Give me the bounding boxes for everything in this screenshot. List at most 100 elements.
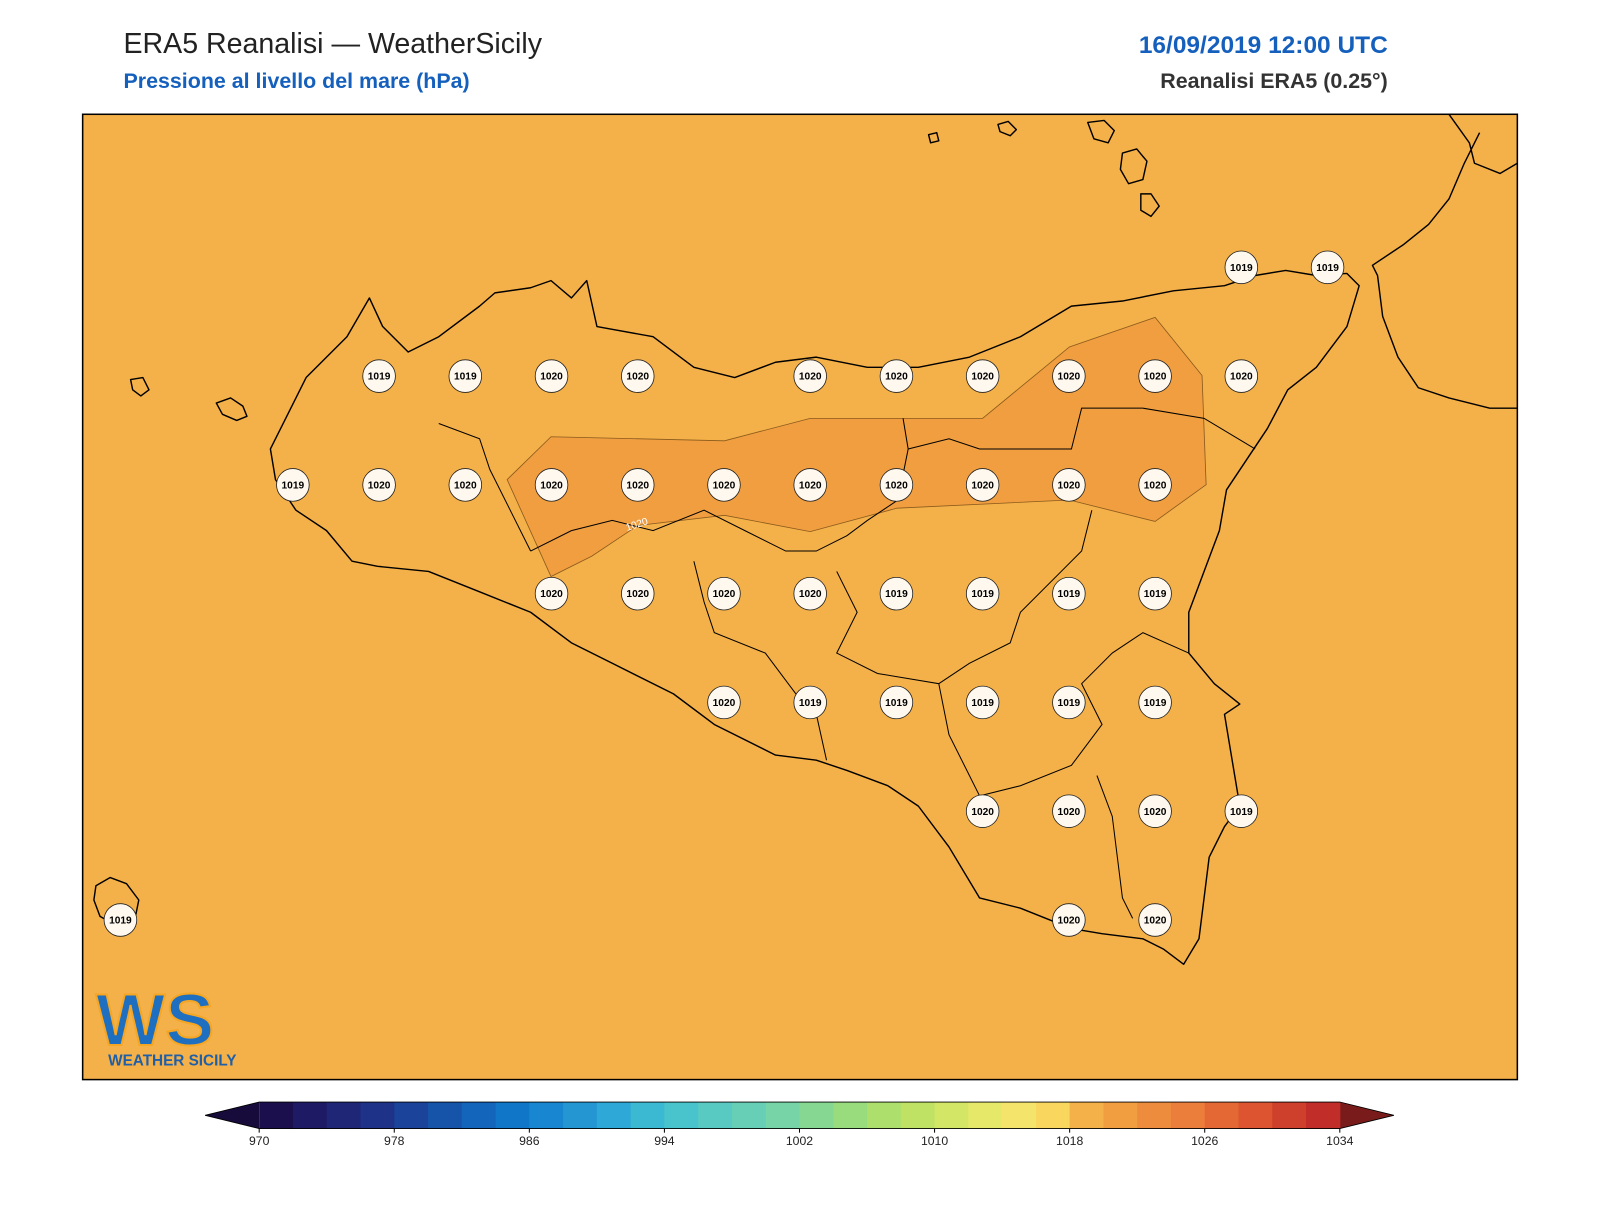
- station-value: 1020: [1058, 480, 1081, 491]
- station-value: 1020: [799, 589, 822, 600]
- station-marker: [1052, 576, 1086, 611]
- station-marker: [534, 468, 569, 502]
- colorbar-bin: [1137, 1102, 1172, 1129]
- colorbar-tick-label: 1010: [921, 1134, 948, 1148]
- colorbar-bin: [1103, 1102, 1138, 1129]
- station-value: 1019: [454, 372, 477, 383]
- station-marker: [534, 359, 569, 393]
- station-value: 1020: [1058, 807, 1081, 818]
- station-value: 1020: [713, 698, 736, 709]
- station-marker: [621, 576, 655, 611]
- station-value: 1019: [1144, 589, 1167, 600]
- station-marker: [1138, 468, 1172, 502]
- colorbar-bin: [1002, 1102, 1037, 1129]
- coastline: [269, 269, 1360, 965]
- station-marker: [965, 359, 1000, 393]
- colorbar-bin: [1238, 1102, 1273, 1129]
- islands: [93, 119, 1160, 928]
- map-area: 1019 1019 1019 1019 1020 1020 1020 1020 1020 1020…: [82, 113, 1518, 1080]
- station-marker: [1310, 250, 1345, 285]
- station-value: 1019: [1230, 807, 1253, 818]
- colorbar-tick-label: 970: [249, 1134, 270, 1148]
- station-value: 1020: [540, 372, 563, 383]
- station-value: 1020: [971, 480, 994, 491]
- colorbar-bin: [799, 1102, 834, 1129]
- colorbar-bin: [698, 1102, 733, 1129]
- station-value: 1020: [626, 480, 649, 491]
- station-marker: [965, 685, 1000, 720]
- station-marker: [707, 576, 741, 611]
- station-marker: [362, 359, 396, 393]
- station-marker: [621, 468, 655, 502]
- station-value: 1020: [1230, 372, 1253, 383]
- colorbar-over: [1339, 1102, 1394, 1129]
- colorbar-bin: [563, 1102, 598, 1129]
- station-marker: [879, 359, 914, 393]
- station-marker: [1138, 794, 1172, 828]
- colorbar: 970 978 986 994 1002 1010 1018 1026 1034: [205, 1101, 1394, 1148]
- station-marker: [879, 576, 914, 611]
- colorbar-under: [205, 1102, 260, 1129]
- station-value: 1019: [799, 698, 822, 709]
- colorbar-bin: [1306, 1102, 1341, 1129]
- station-value: 1019: [885, 589, 908, 600]
- station-value: 1020: [1058, 372, 1081, 383]
- colorbar-bin: [833, 1102, 868, 1129]
- station-value: 1019: [1230, 263, 1253, 274]
- station-marker: [879, 468, 914, 502]
- station-value: 1019: [1316, 263, 1339, 274]
- station-value: 1020: [1144, 372, 1167, 383]
- colorbar-bin: [394, 1102, 429, 1129]
- station-value: 1020: [713, 589, 736, 600]
- station-value: 1019: [1058, 698, 1081, 709]
- colorbar-bin: [1204, 1102, 1239, 1129]
- colorbar-tick-label: 994: [654, 1134, 675, 1148]
- station-value: 1020: [885, 372, 908, 383]
- station-marker: [1138, 903, 1172, 937]
- station-marker: [707, 468, 741, 502]
- station-value: 1019: [971, 698, 994, 709]
- station-marker: [793, 685, 827, 720]
- station-marker: [793, 359, 827, 393]
- colorbar-bin: [495, 1102, 530, 1129]
- station-marker: [793, 576, 827, 611]
- contour-region: [506, 316, 1207, 578]
- station-value: 1019: [971, 589, 994, 600]
- station-marker: [965, 576, 1000, 611]
- colorbar-bin: [326, 1102, 362, 1129]
- stations: 1019 1019 1019 1019 1020 1020 1020 1020 1020 1020…: [103, 250, 1345, 937]
- colorbar-bin: [630, 1102, 665, 1129]
- station-marker: [1138, 359, 1172, 393]
- station-marker: [793, 468, 827, 502]
- colorbar-bin: [259, 1102, 294, 1129]
- station-marker: [103, 903, 138, 937]
- colorbar-tick-label: 978: [384, 1134, 405, 1148]
- logo-text: WEATHER SICILY: [108, 1052, 236, 1069]
- colorbar-bin: [1272, 1102, 1307, 1129]
- station-marker: [965, 794, 1000, 828]
- station-marker: [1224, 250, 1259, 285]
- colorbar-bin: [1035, 1102, 1071, 1129]
- station-marker: [879, 685, 914, 720]
- station-value: 1020: [799, 372, 822, 383]
- colorbar-bin: [596, 1102, 632, 1129]
- station-value: 1020: [1144, 916, 1167, 927]
- station-marker: [1224, 359, 1259, 393]
- station-value: 1019: [1058, 589, 1081, 600]
- colorbar-bin: [934, 1102, 969, 1129]
- colorbar-bin: [529, 1102, 564, 1129]
- station-value: 1019: [282, 480, 305, 491]
- colorbar-bin: [428, 1102, 463, 1129]
- title: ERA5 Reanalisi — WeatherSicily: [123, 28, 542, 60]
- station-value: 1020: [540, 589, 563, 600]
- colorbar-bin: [664, 1102, 699, 1129]
- colorbar-bin: [867, 1102, 902, 1129]
- station-value: 1019: [368, 372, 391, 383]
- station-value: 1019: [109, 916, 132, 927]
- source: Reanalisi ERA5 (0.25°): [1160, 69, 1387, 93]
- station-value: 1020: [1144, 807, 1167, 818]
- colorbar-bin: [1069, 1102, 1104, 1129]
- station-marker: [1224, 794, 1259, 828]
